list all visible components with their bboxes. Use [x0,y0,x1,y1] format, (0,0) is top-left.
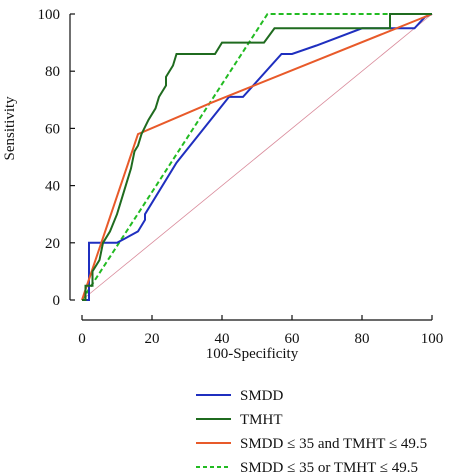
series-line-2 [81,13,433,301]
x-tick-label: 40 [215,331,230,347]
x-tick-label: 100 [421,331,444,347]
x-axis-title: 100-Specificity [206,346,299,362]
legend-label: SMDD ≤ 35 and TMHT ≤ 49.5 [240,436,427,452]
legend-label: SMDD ≤ 35 or TMHT ≤ 49.5 [240,460,418,474]
y-tick-label: 20 [45,236,60,252]
x-tick-label: 20 [145,331,160,347]
x-ticks: 0 20 40 60 80 100 [78,315,443,347]
y-tick-label: 40 [45,179,60,195]
plot-area: 0 20 40 60 80 100 0 20 40 60 80 100 [38,7,444,347]
legend-label: TMHT [240,412,283,428]
y-tick-label: 0 [53,293,61,309]
y-tick-label: 100 [38,7,61,23]
y-tick-label: 80 [45,64,60,80]
series-line-0 [82,13,433,301]
series-lines [81,13,433,301]
series-line-1 [82,13,432,301]
legend: SMDD TMHT SMDD ≤ 35 and TMHT ≤ 49.5 SMDD ≤ … [196,388,427,474]
series-line-3 [81,13,432,301]
x-tick-label: 80 [355,331,370,347]
legend-label: SMDD [240,388,284,404]
reference-diagonal-line [81,13,433,301]
y-ticks: 0 20 40 60 80 100 [38,7,75,309]
y-tick-label: 60 [45,121,60,137]
x-tick-label: 60 [285,331,300,347]
y-axis-title: Sensitivity [2,96,18,161]
x-tick-label: 0 [78,331,86,347]
